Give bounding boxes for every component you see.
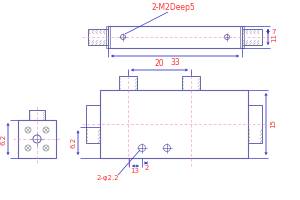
Text: 13: 13: [130, 168, 140, 174]
Text: 20: 20: [155, 59, 164, 68]
Text: 2-φ2.2: 2-φ2.2: [97, 175, 119, 181]
Bar: [248, 105, 262, 143]
Bar: [100, 90, 248, 158]
Bar: [240, 26, 244, 48]
Bar: [18, 120, 56, 158]
Text: 6.2: 6.2: [71, 137, 77, 148]
Bar: [119, 76, 137, 90]
Text: 7: 7: [271, 28, 275, 34]
Bar: [182, 76, 200, 90]
Text: 2: 2: [145, 165, 149, 171]
Bar: [88, 29, 108, 45]
Bar: [29, 110, 45, 120]
Bar: [108, 26, 242, 48]
Bar: [242, 29, 262, 45]
Text: 33: 33: [170, 58, 180, 67]
Text: 11: 11: [271, 32, 277, 42]
Bar: [106, 26, 110, 48]
Text: 6.2: 6.2: [1, 133, 7, 145]
Text: 2-M2Deep5: 2-M2Deep5: [151, 3, 195, 12]
Text: 15: 15: [270, 120, 276, 128]
Bar: [86, 105, 100, 143]
